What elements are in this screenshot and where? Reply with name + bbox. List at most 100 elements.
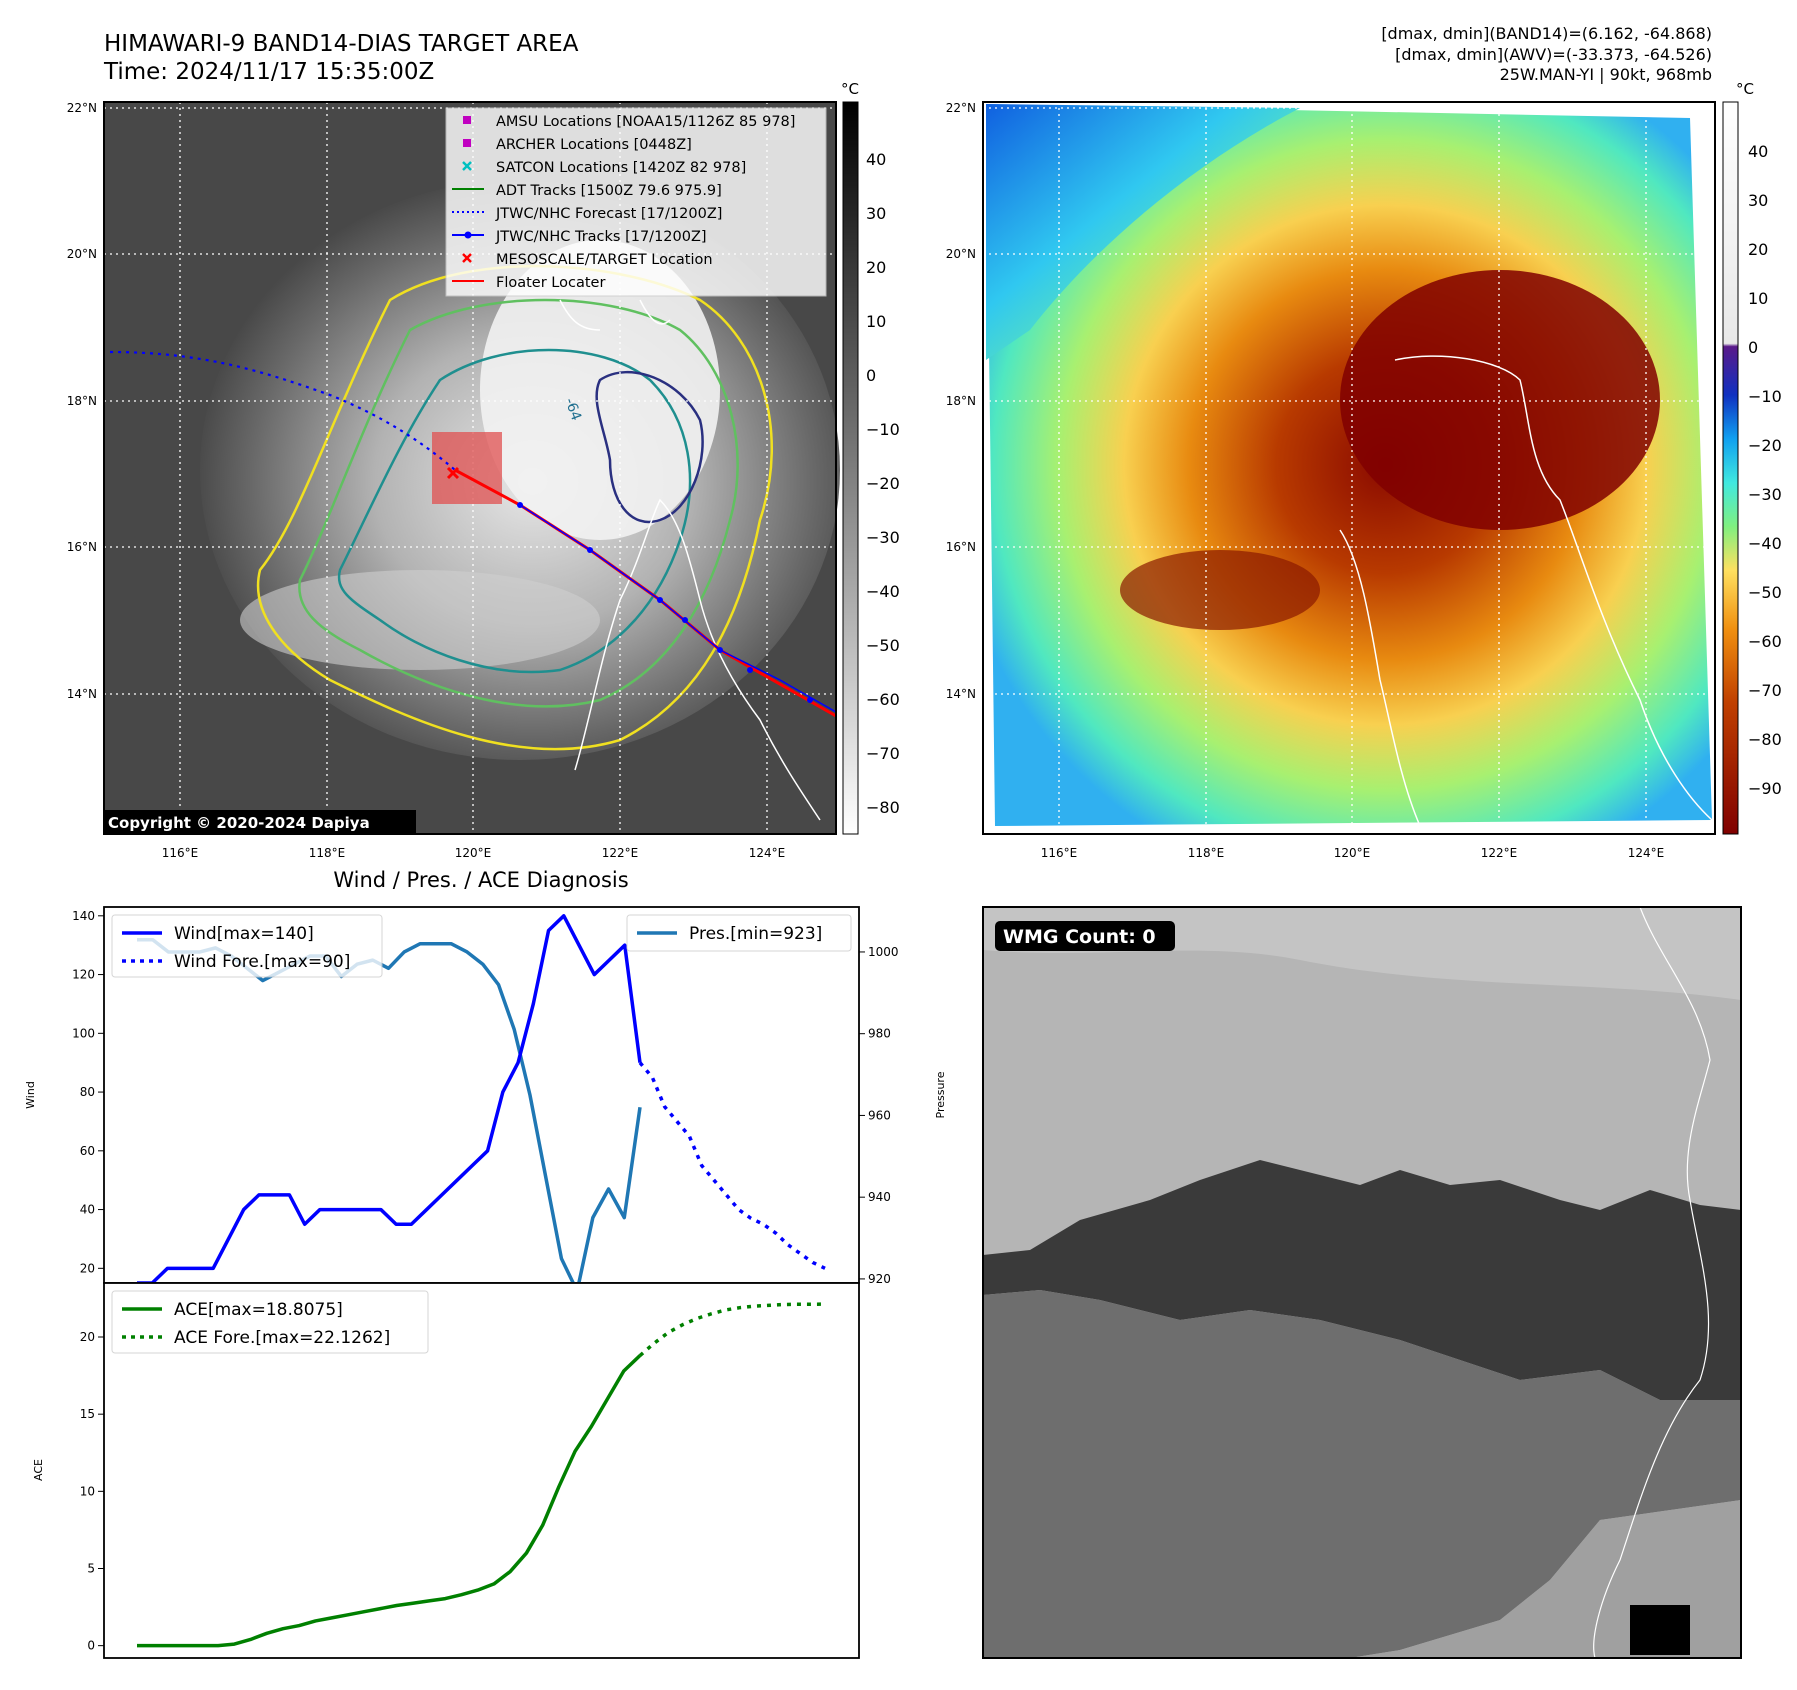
ace-y-ticks: 0 5 10 15 20 xyxy=(80,1330,104,1653)
colorbar-tick: −60 xyxy=(1748,632,1782,651)
info-line3: 25W.MAN-YI | 90kt, 968mb xyxy=(1500,65,1712,84)
colorbar-tick: −20 xyxy=(1748,436,1782,455)
color-colorbar: °C 40 30 20 10 0 −10 −20 −30 −40 −50 −60… xyxy=(1722,80,1782,835)
ace-line xyxy=(137,1354,642,1648)
lat-label: 16°N xyxy=(946,540,976,554)
ir-cloud-core xyxy=(480,240,720,540)
wmg-panel: WMG Count: 0 xyxy=(982,906,1742,1659)
lat-label: 14°N xyxy=(67,687,97,701)
lon-label: 124°E xyxy=(749,846,786,860)
ir-map-panel: -64 xyxy=(103,101,840,835)
wind-legend-box xyxy=(111,914,383,978)
pressure-tick-label: 980 xyxy=(868,1027,891,1041)
ir-colorbar-gradient xyxy=(842,101,859,835)
colorbar-tick: 20 xyxy=(1748,240,1768,259)
color-gridlines xyxy=(983,102,1715,834)
colorbar-tick: −90 xyxy=(1748,779,1782,798)
lon-label: 116°E xyxy=(1041,846,1078,860)
legend-satcon: SATCON Locations [1420Z 82 978] xyxy=(496,160,746,176)
ir-map-frame xyxy=(103,101,837,835)
coastline-luzon xyxy=(574,498,821,821)
wind-tick-label: 80 xyxy=(80,1085,95,1099)
colorbar-tick: −50 xyxy=(866,636,900,655)
colorbar-tick: 0 xyxy=(1748,338,1758,357)
ace-tick-label: 20 xyxy=(80,1330,95,1344)
contour-teal xyxy=(337,348,692,674)
colorbar-tick: −10 xyxy=(1748,387,1782,406)
legend-amsu: AMSU Locations [NOAA15/1126Z 85 978] xyxy=(496,114,795,130)
jtwc-track-points xyxy=(517,502,813,703)
color-map-coastline xyxy=(1339,355,1713,827)
pressure-y-ticks: 920 940 960 980 1000 xyxy=(859,945,899,1286)
lon-label: 124°E xyxy=(1628,846,1665,860)
target-area-box xyxy=(432,432,502,504)
lat-label: 20°N xyxy=(67,247,97,261)
lat-label: 20°N xyxy=(946,247,976,261)
figure-title-line1: HIMAWARI-9 BAND14-DIAS TARGET AREA xyxy=(104,31,579,57)
lon-label: 120°E xyxy=(455,846,492,860)
ace-y-label: ACE xyxy=(32,1459,45,1481)
wind-tick-label: 140 xyxy=(72,909,95,923)
wind-tick-label: 100 xyxy=(72,1026,95,1040)
wmg-coastline xyxy=(1593,906,1711,1659)
pressure-tick-label: 940 xyxy=(868,1190,891,1204)
legend-adt: ADT Tracks [1500Z 79.6 975.9] xyxy=(496,183,722,199)
wmg-dark-band xyxy=(983,1160,1741,1400)
wind-tick-label: 20 xyxy=(80,1261,95,1275)
figure-title-line2: Time: 2024/11/17 15:35:00Z xyxy=(103,59,434,85)
colorbar-tick: 10 xyxy=(866,312,886,331)
contour-navy xyxy=(595,370,704,524)
wind-tick-label: 120 xyxy=(72,968,95,982)
jtwc-track xyxy=(519,504,837,713)
legend-tracks: JTWC/NHC Tracks [17/1200Z] xyxy=(495,229,707,245)
lon-label: 122°E xyxy=(1481,846,1518,860)
lat-label: 14°N xyxy=(946,687,976,701)
ace-tick-label: 10 xyxy=(80,1484,95,1498)
ace-tick-label: 15 xyxy=(80,1407,95,1421)
colorbar-tick: −80 xyxy=(866,798,900,817)
colorbar-tick: −30 xyxy=(1748,485,1782,504)
pressure-legend-box xyxy=(626,914,852,952)
map-legend: AMSU Locations [NOAA15/1126Z 85 978] ARC… xyxy=(445,107,827,297)
colorbar-tick: 40 xyxy=(1748,142,1768,161)
colorbar-tick: −60 xyxy=(866,690,900,709)
colorbar-tick: −10 xyxy=(866,420,900,439)
copyright-box xyxy=(104,810,416,834)
colorbar-tick: −80 xyxy=(1748,730,1782,749)
info-line1: [dmax, dmin](BAND14)=(6.162, -64.868) xyxy=(1381,24,1712,43)
ace-tick-label: 5 xyxy=(87,1561,95,1575)
color-colorbar-ticks: 40 30 20 10 0 −10 −20 −30 −40 −50 −60 −7… xyxy=(1748,142,1782,798)
legend-marker-amsu xyxy=(463,116,471,124)
pressure-legend-label: Pres.[min=923] xyxy=(689,924,822,944)
legend-floater: Floater Locater xyxy=(496,275,605,291)
lat-label: 16°N xyxy=(67,540,97,554)
wind-pressure-chart: Wind Pressure 20 40 60 80 100 120 140 920 940 96… xyxy=(24,906,947,1293)
colorbar-tick: −30 xyxy=(866,528,900,547)
colorbar-tick: 20 xyxy=(866,258,886,277)
diagnosis-title: Wind / Pres. / ACE Diagnosis xyxy=(333,868,628,892)
target-location-marker xyxy=(446,466,460,480)
colorbar-tick: 10 xyxy=(1748,289,1768,308)
color-map-sky xyxy=(986,104,1300,360)
copyright-text: Copyright © 2020-2024 Dapiya xyxy=(108,814,370,832)
color-lon-labels: 116°E 118°E 120°E 122°E 124°E xyxy=(1041,846,1665,860)
legend-marker-target xyxy=(462,253,472,263)
pressure-tick-label: 960 xyxy=(868,1108,891,1122)
ir-lat-labels: 22°N 20°N 18°N 16°N 14°N xyxy=(67,101,97,701)
contour-green xyxy=(298,298,739,708)
legend-forecast: JTWC/NHC Forecast [17/1200Z] xyxy=(495,206,722,222)
colorbar-tick: −70 xyxy=(866,744,900,763)
pressure-legend: Pres.[min=923] xyxy=(626,914,852,952)
ace-forecast-legend-label: ACE Fore.[max=22.1262] xyxy=(174,1328,390,1348)
wmg-count-label: WMG Count: 0 xyxy=(1003,926,1156,948)
color-colorbar-gradient xyxy=(1722,101,1739,835)
wind-line xyxy=(137,914,642,1285)
ace-chart: ACE 0 5 10 15 20 ACE[max=18.8075] ACE Fore.[… xyxy=(32,1282,860,1659)
wind-y-label: Wind xyxy=(24,1081,37,1109)
ace-tick-label: 0 xyxy=(87,1639,95,1653)
lat-label: 18°N xyxy=(946,394,976,408)
wind-forecast-legend-label: Wind Fore.[max=90] xyxy=(174,952,350,972)
ace-legend: ACE[max=18.8075] ACE Fore.[max=22.1262] xyxy=(111,1290,429,1354)
colorbar-tick: 30 xyxy=(1748,191,1768,210)
